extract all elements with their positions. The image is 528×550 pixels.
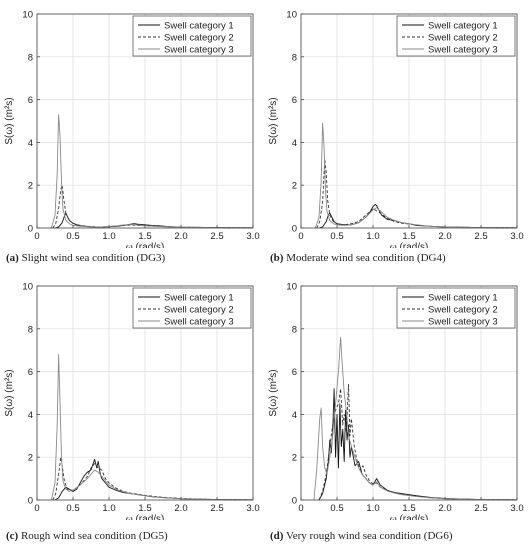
chart-panel-b: 0 0.5 1.0 1.5 2.0 2.5 3.0 0 2 4 6 8 10 ω (rad/s) S(ω) … (268, 10, 524, 249)
chart-panel-c: 0 0.5 1.0 1.5 2.0 2.5 3.0 0 2 4 6 8 10 ω (rad/s) S(ω) … (4, 282, 260, 521)
x-axis-label: ω (rad/s) (126, 242, 165, 248)
series-line-3 (50, 354, 254, 501)
caption-text: Slight wind sea condition (DG3) (21, 252, 166, 264)
x-axis-label: ω (rad/s) (126, 514, 165, 520)
y-tick-label: 6 (28, 95, 33, 106)
x-tick-label: 0.5 (66, 231, 79, 242)
x-tick-label: 2.5 (210, 231, 223, 242)
y-tick-label: 8 (28, 324, 33, 335)
legend-label-2: Swell category 2 (164, 305, 234, 316)
x-tick-label: 3.0 (510, 503, 523, 514)
x-tick-label: 0 (298, 231, 303, 242)
legend-label-1: Swell category 1 (428, 21, 498, 32)
legend-label-1: Swell category 1 (428, 293, 498, 304)
x-tick-label: 1.5 (138, 231, 151, 242)
x-tick-label: 0.5 (330, 231, 343, 242)
x-tick-label: 1.5 (402, 503, 415, 514)
y-tick-label: 4 (28, 410, 33, 421)
x-axis-label: ω (rad/s) (390, 242, 429, 248)
x-tick-label: 0 (34, 503, 39, 514)
y-tick-label: 6 (28, 367, 33, 378)
panel-caption-c: (c) Rough wind sea condition (DG5) (6, 530, 168, 542)
y-tick-label: 8 (292, 324, 297, 335)
y-tick-label: 4 (292, 410, 297, 421)
y-tick-label: 2 (292, 453, 297, 464)
y-tick-label: 2 (292, 181, 297, 192)
x-tick-label: 1.5 (138, 503, 151, 514)
x-tick-label: 3.0 (246, 231, 259, 242)
x-tick-label: 3.0 (510, 231, 523, 242)
legend-label-1: Swell category 1 (164, 293, 234, 304)
y-tick-label: 10 (22, 282, 33, 293)
y-tick-label: 0 (28, 224, 33, 235)
y-tick-label: 0 (292, 224, 297, 235)
caption-text: Very rough wind sea condition (DG6) (286, 530, 453, 542)
caption-tag: (d) (270, 530, 284, 542)
panel-caption-a: (a) Slight wind sea condition (DG3) (6, 252, 165, 264)
y-axis-label: S(ω) (m²s) (4, 97, 15, 144)
chart-panel-d: 0 0.5 1.0 1.5 2.0 2.5 3.0 0 2 4 6 8 10 ω (rad/s) S(ω) … (268, 282, 524, 521)
x-tick-label: 2.5 (474, 503, 487, 514)
legend-label-3: Swell category 3 (164, 45, 234, 56)
y-axis-label: S(ω) (m²s) (4, 369, 15, 416)
y-tick-label: 10 (286, 10, 297, 21)
y-tick-label: 0 (28, 496, 33, 507)
y-tick-label: 4 (28, 138, 33, 149)
caption-tag: (a) (6, 252, 19, 264)
y-tick-label: 10 (22, 10, 33, 21)
x-tick-label: 0 (34, 231, 39, 242)
caption-tag: (b) (270, 252, 284, 264)
y-tick-label: 8 (292, 52, 297, 63)
x-tick-label: 2.0 (174, 231, 187, 242)
x-tick-label: 1.0 (366, 231, 379, 242)
y-tick-label: 0 (292, 496, 297, 507)
x-tick-label: 1.0 (366, 503, 379, 514)
x-tick-label: 1.0 (102, 231, 115, 242)
x-tick-label: 2.0 (174, 503, 187, 514)
legend-label-3: Swell category 3 (428, 45, 498, 56)
y-tick-label: 6 (292, 367, 297, 378)
y-tick-label: 10 (286, 282, 297, 293)
x-tick-label: 0.5 (66, 503, 79, 514)
series-line-3 (50, 114, 254, 229)
panel-caption-b: (b) Moderate wind sea condition (DG4) (270, 252, 446, 264)
y-tick-label: 2 (28, 181, 33, 192)
x-tick-label: 2.0 (438, 503, 451, 514)
x-tick-label: 0.5 (330, 503, 343, 514)
x-tick-label: 2.5 (474, 231, 487, 242)
y-tick-label: 4 (292, 138, 297, 149)
y-axis-label: S(ω) (m²s) (268, 369, 279, 416)
y-tick-label: 8 (28, 52, 33, 63)
legend-label-2: Swell category 2 (164, 33, 234, 44)
y-axis-label: S(ω) (m²s) (268, 97, 279, 144)
caption-text: Moderate wind sea condition (DG4) (286, 252, 446, 264)
x-tick-label: 2.5 (210, 503, 223, 514)
legend-label-2: Swell category 2 (428, 33, 498, 44)
x-tick-label: 2.0 (438, 231, 451, 242)
series-line-2 (318, 383, 518, 501)
y-tick-label: 2 (28, 453, 33, 464)
x-tick-label: 0 (298, 503, 303, 514)
y-tick-label: 6 (292, 95, 297, 106)
panel-caption-d: (d) Very rough wind sea condition (DG6) (270, 530, 453, 542)
chart-panel-a: 0 0.5 1.0 1.5 2.0 2.5 3.0 0 2 4 6 8 10 ω (rad/s) S(ω) … (4, 10, 260, 249)
legend-label-3: Swell category 3 (164, 317, 234, 328)
x-tick-label: 1.5 (402, 231, 415, 242)
x-tick-label: 1.0 (102, 503, 115, 514)
series-line-3 (313, 336, 518, 501)
caption-tag: (c) (6, 530, 19, 542)
x-axis-label: ω (rad/s) (390, 514, 429, 520)
legend-label-2: Swell category 2 (428, 305, 498, 316)
legend-box (132, 15, 252, 57)
caption-text: Rough wind sea condition (DG5) (20, 530, 168, 542)
series-line-3 (314, 122, 518, 229)
legend-label-1: Swell category 1 (164, 21, 234, 32)
x-tick-label: 3.0 (246, 503, 259, 514)
legend-label-3: Swell category 3 (428, 317, 498, 328)
